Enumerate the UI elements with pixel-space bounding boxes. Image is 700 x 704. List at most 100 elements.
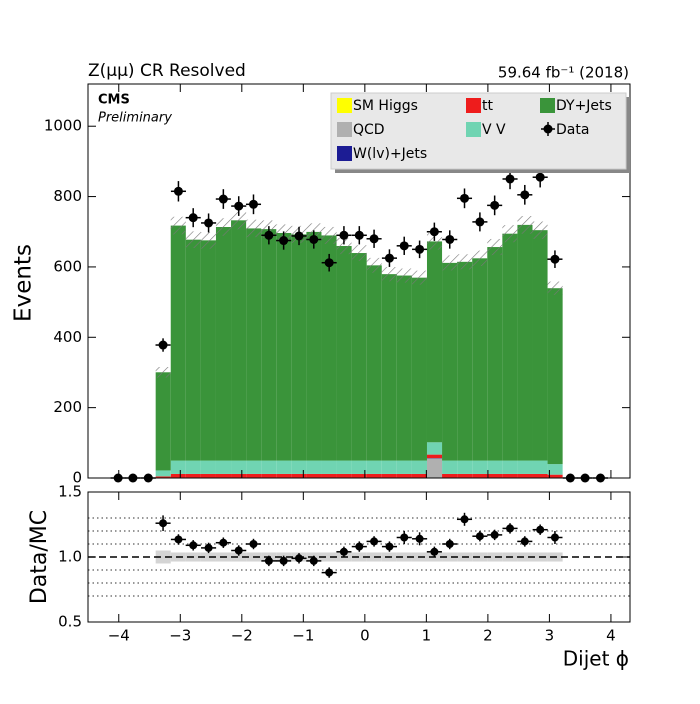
mc-uncertainty-hatch (201, 232, 216, 249)
ratio-y-axis-label: Data/MC (27, 510, 52, 604)
data-point (339, 231, 348, 240)
data-point (204, 218, 213, 227)
mc-uncertainty-hatch (171, 217, 186, 235)
ratio-point (310, 557, 318, 565)
stack-segment (427, 241, 442, 442)
legend-label: QCD (353, 122, 385, 138)
stack-segment (382, 474, 397, 478)
x-tick-label: −4 (108, 627, 130, 645)
chart-title: Z(μμ) CR Resolved (88, 61, 246, 81)
ratio-point (174, 535, 182, 543)
ratio-point (295, 554, 303, 562)
ratio-point (355, 543, 363, 551)
stack-segment (548, 288, 563, 464)
y-tick-label: 1000 (44, 117, 82, 135)
ratio-point (340, 548, 348, 556)
stack-segment (352, 253, 367, 461)
ratio-point (235, 547, 243, 555)
stack-segment (427, 455, 442, 459)
stack-segment (412, 278, 427, 461)
data-point (460, 194, 469, 203)
legend-label: DY+Jets (556, 98, 612, 114)
stack-segment (442, 461, 457, 474)
stack-segment (216, 227, 231, 461)
x-tick-label: 0 (360, 627, 370, 645)
ratio-point (325, 569, 333, 577)
data-point (279, 236, 288, 245)
y-tick-label: 400 (53, 328, 82, 346)
ratio-point (189, 541, 197, 549)
y-axis-label: Events (11, 244, 37, 322)
x-tick-label: −3 (169, 627, 191, 645)
stack-segment (397, 461, 412, 474)
legend-data-marker (544, 125, 553, 134)
mc-uncertainty-hatch (367, 258, 382, 273)
stack-segment (337, 246, 352, 461)
stack-segment (532, 474, 547, 478)
ratio-point (476, 532, 484, 540)
ratio-point (159, 519, 167, 527)
x-tick-label: 2 (483, 627, 493, 645)
data-point (370, 234, 379, 243)
stack-segment (231, 220, 246, 460)
stack-segment (397, 474, 412, 478)
stack-segment (261, 474, 276, 478)
ratio-point (430, 548, 438, 556)
data-point (445, 235, 454, 244)
stack-segment (487, 461, 502, 474)
ratio-point (416, 535, 424, 543)
ratio-point (491, 531, 499, 539)
x-tick-label: 4 (606, 627, 616, 645)
stack-segment (517, 474, 532, 478)
mc-uncertainty-hatch (532, 221, 547, 238)
y-tick-label: 800 (53, 187, 82, 205)
legend-label: SM Higgs (353, 98, 418, 114)
stack-segment (367, 474, 382, 478)
lumi-label: 59.64 fb⁻¹ (2018) (498, 64, 629, 82)
stack-segment (472, 474, 487, 478)
stack-segment (517, 461, 532, 474)
stack-segment (171, 461, 186, 474)
stack-segment (412, 461, 427, 474)
legend-label: W(lv)+Jets (353, 146, 427, 162)
mc-uncertainty-hatch (487, 239, 502, 255)
legend-swatch (466, 98, 481, 113)
legend-swatch (337, 122, 352, 137)
stack-segment (502, 461, 517, 474)
ratio-point (506, 524, 514, 532)
stack-segment (367, 461, 382, 474)
stack-segment (186, 461, 201, 474)
stack-segment (201, 240, 216, 460)
stack-segment (216, 461, 231, 474)
stack-segment (231, 474, 246, 478)
ratio-y-tick-label: 1.0 (58, 548, 82, 566)
stack-segment (337, 461, 352, 474)
stack-segment (276, 461, 291, 474)
data-point (490, 201, 499, 210)
mc-uncertainty-hatch (382, 267, 397, 281)
stack-segment (337, 474, 352, 478)
ratio-point (521, 537, 529, 545)
stack-segment (397, 276, 412, 461)
ratio-point (400, 534, 408, 542)
data-point (355, 231, 364, 240)
data-point (309, 235, 318, 244)
data-point (430, 227, 439, 236)
stack-segment (517, 225, 532, 461)
data-point (234, 202, 243, 211)
mc-uncertainty-hatch (457, 254, 472, 269)
data-point (506, 174, 515, 183)
mc-uncertainty-hatch (397, 268, 412, 282)
legend-swatch (540, 98, 555, 113)
data-point (550, 255, 559, 264)
x-tick-label: 3 (545, 627, 555, 645)
stack-segment (276, 233, 291, 461)
x-tick-label: −2 (231, 627, 253, 645)
stack-segment (427, 458, 442, 477)
stack-segment (156, 372, 171, 470)
stack-segment (321, 461, 336, 474)
mc-uncertainty-hatch (186, 231, 201, 248)
stack-segment (246, 461, 261, 474)
